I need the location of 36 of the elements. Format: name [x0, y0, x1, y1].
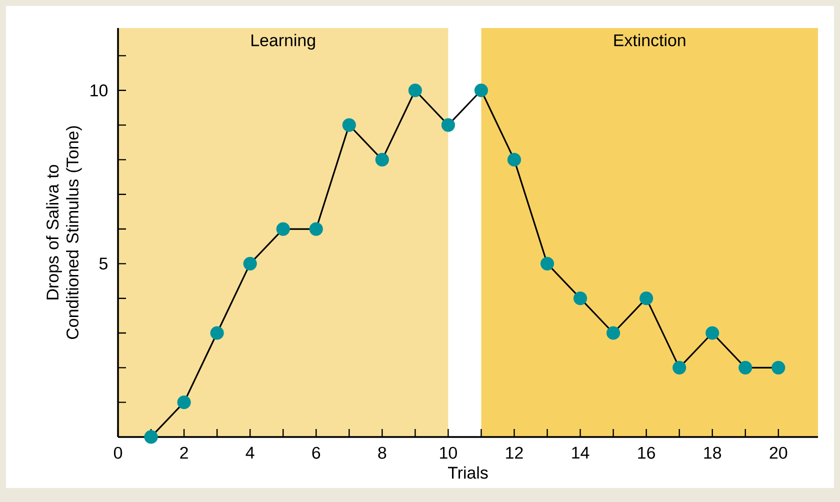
point — [738, 360, 752, 374]
point — [342, 118, 356, 132]
x-tick-label: 12 — [506, 446, 523, 459]
y-axis-title: Drops of Saliva to Conditioned Stimulus (Tone) — [46, 126, 82, 339]
point — [276, 222, 290, 236]
point — [243, 256, 257, 270]
x-tick-label: 0 — [114, 446, 122, 459]
x-axis-title: Trials — [448, 466, 488, 479]
point — [706, 326, 720, 340]
point — [540, 256, 554, 270]
point — [177, 396, 191, 410]
point — [441, 118, 455, 132]
point — [672, 360, 686, 374]
point — [144, 430, 158, 444]
x-tick-label: 2 — [180, 446, 188, 459]
x-tick-label: 14 — [572, 446, 590, 458]
point — [640, 292, 654, 306]
point — [210, 326, 224, 340]
y-tick-label: 5 — [99, 258, 108, 270]
band-label: Extinction — [614, 34, 686, 46]
point — [309, 222, 323, 236]
x-tick-label: 8 — [378, 446, 386, 459]
point — [507, 152, 522, 166]
x-tick-label: 18 — [704, 446, 722, 459]
x-tick-label: 10 — [440, 446, 457, 459]
x-tick-label: 6 — [312, 446, 320, 459]
x-tick-label: 20 — [770, 446, 788, 459]
point — [375, 152, 389, 166]
x-tick-label: 16 — [638, 446, 655, 459]
point — [772, 360, 786, 374]
point — [408, 84, 422, 98]
band-label: Learning — [252, 34, 315, 50]
x-tick-label: 4 — [246, 446, 254, 458]
point — [606, 326, 620, 340]
point — [573, 292, 588, 306]
point — [474, 84, 488, 98]
